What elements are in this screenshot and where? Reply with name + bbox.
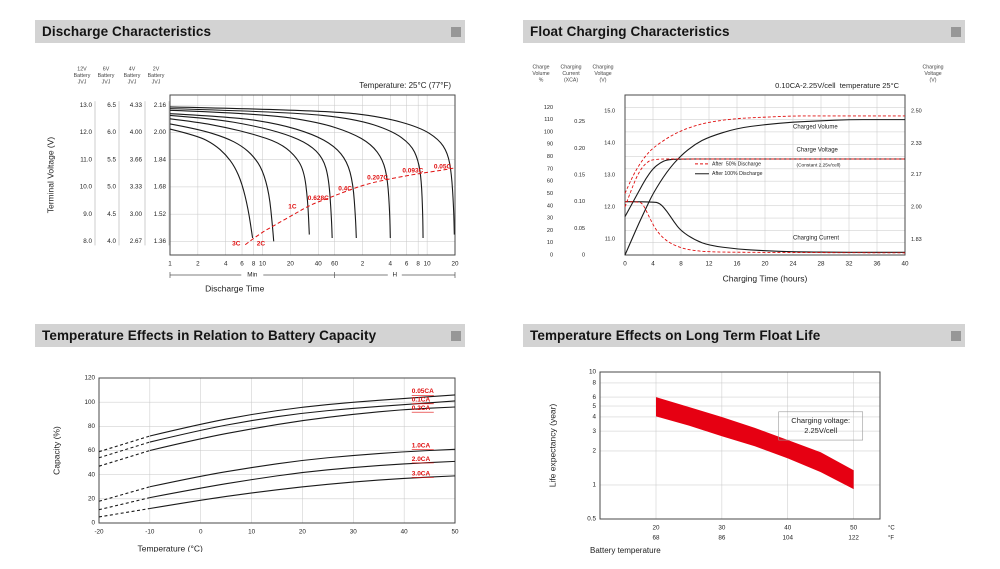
panel-header: Discharge Characteristics [35,20,465,43]
panel-title: Float Charging Characteristics [530,24,730,39]
header-accent-square [951,26,961,37]
panel-temperature-capacity: Temperature Effects in Relation to Batte… [35,324,465,552]
panel-discharge-characteristics: Discharge Characteristics [35,20,465,301]
float-charging-chart [523,43,965,293]
panel-header: Temperature Effects on Long Term Float L… [523,324,965,347]
discharge-characteristics-chart [35,43,465,301]
panel-header: Temperature Effects in Relation to Batte… [35,324,465,347]
header-accent-square [451,26,461,37]
panel-float-life: Temperature Effects on Long Term Float L… [523,324,965,559]
float-life-chart [523,347,965,559]
header-accent-square [951,330,961,341]
panel-title: Discharge Characteristics [42,24,212,39]
header-accent-square [451,330,461,341]
panel-float-charging: Float Charging Characteristics [523,20,965,293]
temperature-capacity-chart [35,347,465,552]
panel-title: Temperature Effects on Long Term Float L… [530,328,821,343]
panel-title: Temperature Effects in Relation to Batte… [42,328,377,343]
panel-header: Float Charging Characteristics [523,20,965,43]
